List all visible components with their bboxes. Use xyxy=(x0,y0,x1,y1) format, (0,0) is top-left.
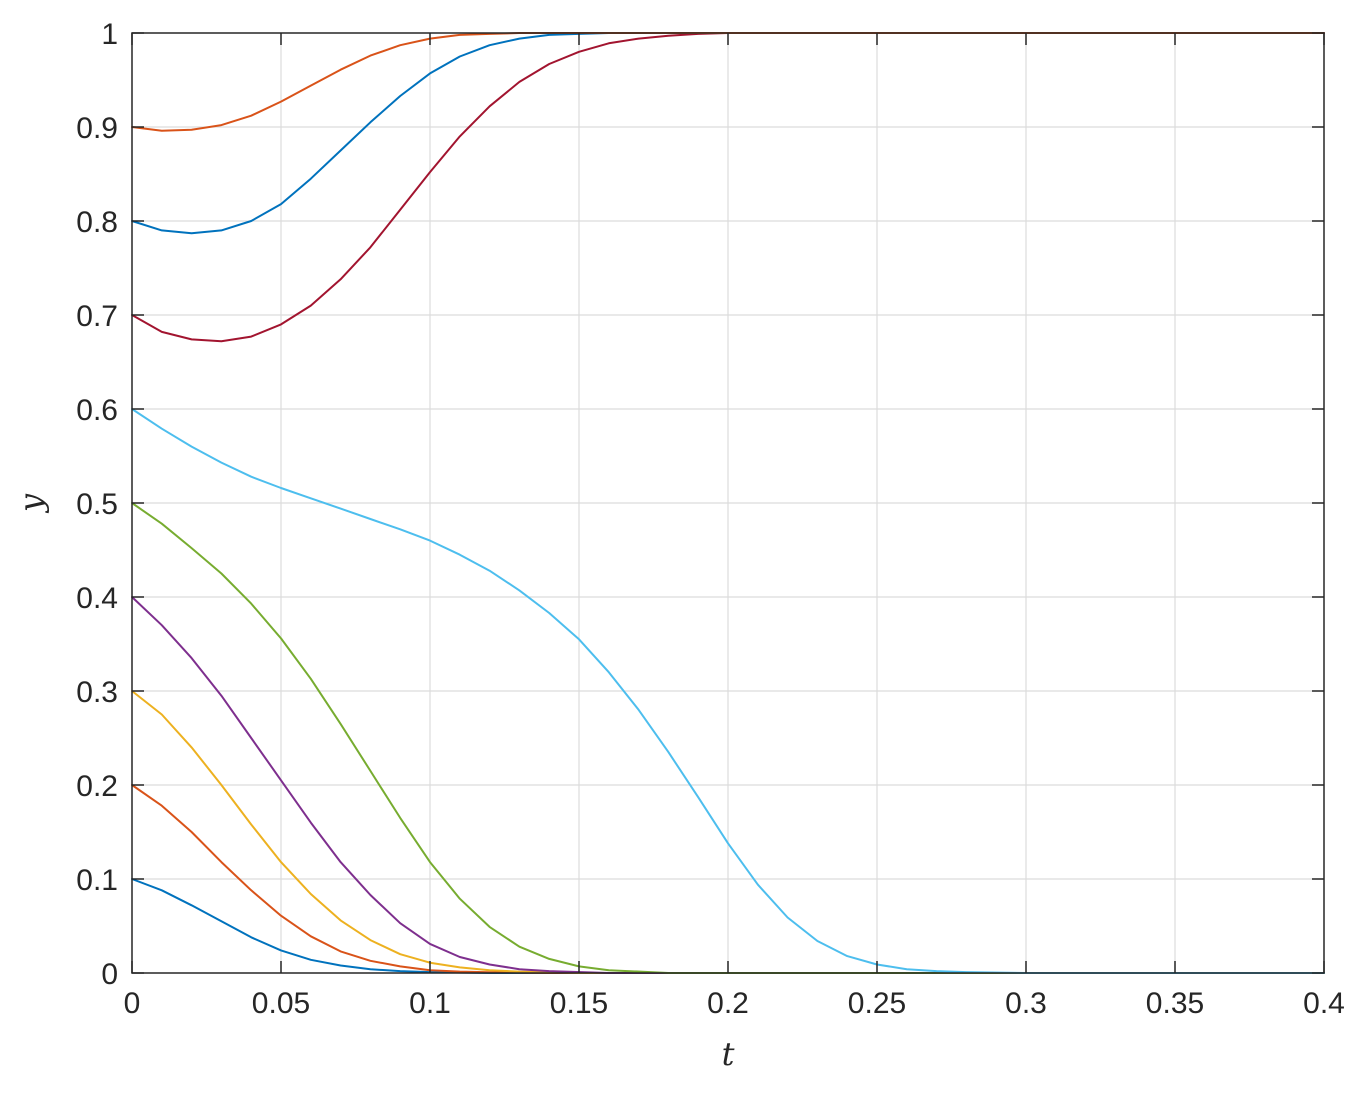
y-tick-label: 0.5 xyxy=(76,488,118,521)
y-tick-label: 0.3 xyxy=(76,676,118,709)
x-tick-label: 0.25 xyxy=(848,987,906,1020)
tick-labels: 0 0.05 0.1 0.15 0.2 0.25 0.3 0.35 0.4 0 0.1 0.2 0.3 0… xyxy=(76,18,1345,1020)
x-tick-label: 0.3 xyxy=(1005,987,1047,1020)
y-tick-label: 1 xyxy=(101,18,118,51)
series-line-8 xyxy=(131,32,1325,235)
y-tick-label: 0.6 xyxy=(76,394,118,427)
y-tick-label: 0.7 xyxy=(76,300,118,333)
x-tick-label: 0.05 xyxy=(252,987,310,1020)
grid xyxy=(132,33,1324,973)
y-tick-label: 0.9 xyxy=(76,112,118,145)
series-line-3 xyxy=(131,690,1325,974)
x-axis-label: t xyxy=(722,1035,735,1073)
y-tick-label: 0.4 xyxy=(76,582,118,615)
y-tick-label: 0.1 xyxy=(76,864,118,897)
series-line-7 xyxy=(131,32,1325,343)
axis-ticks xyxy=(131,32,1325,974)
x-tick-label: 0.15 xyxy=(550,987,608,1020)
x-tick-label: 0 xyxy=(124,987,141,1020)
x-tick-label: 0.2 xyxy=(707,987,749,1020)
y-tick-label: 0.2 xyxy=(76,770,118,803)
x-tick-label: 0.4 xyxy=(1303,987,1345,1020)
x-tick-label: 0.1 xyxy=(409,987,451,1020)
series-line-9 xyxy=(131,32,1325,132)
y-tick-label: 0.8 xyxy=(76,206,118,239)
y-tick-label: 0 xyxy=(101,958,118,991)
series-line-2 xyxy=(131,784,1325,974)
series-line-4 xyxy=(131,596,1325,974)
x-tick-label: 0.35 xyxy=(1146,987,1204,1020)
y-axis-label: y xyxy=(12,493,50,514)
